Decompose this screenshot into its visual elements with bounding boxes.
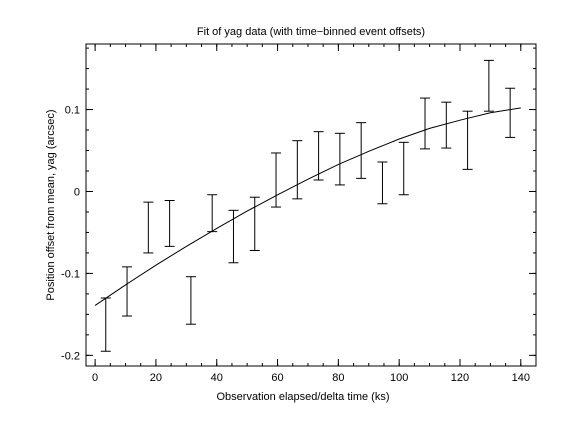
errorbar bbox=[313, 131, 324, 181]
y-tick-label: 0.1 bbox=[65, 105, 80, 117]
errorbar bbox=[420, 97, 431, 150]
y-tick-label: -0.1 bbox=[61, 268, 80, 280]
errorbar bbox=[441, 101, 452, 149]
errorbar bbox=[462, 110, 473, 170]
errorbar bbox=[164, 199, 175, 247]
errorbar bbox=[483, 59, 494, 112]
y-axis-label: Position offset from mean, yag (arcsec) bbox=[45, 109, 57, 300]
errorbar bbox=[271, 152, 282, 208]
x-tick-label: 140 bbox=[512, 372, 530, 384]
errorbar bbox=[207, 194, 218, 233]
errorbar bbox=[228, 209, 239, 264]
errorbar bbox=[143, 201, 154, 254]
plot-frame bbox=[85, 43, 537, 367]
errorbar bbox=[185, 276, 196, 325]
errorbar bbox=[505, 87, 516, 138]
errorbar bbox=[292, 140, 303, 200]
errorbar bbox=[356, 122, 367, 179]
x-tick-label: 20 bbox=[150, 372, 162, 384]
x-tick-label: 60 bbox=[271, 372, 283, 384]
errorbar-series bbox=[100, 59, 516, 352]
errorbar bbox=[100, 297, 111, 352]
chart-title: Fit of yag data (with time−binned event … bbox=[197, 26, 425, 38]
x-tick-label: 0 bbox=[92, 372, 98, 384]
y-tick-label: -0.2 bbox=[61, 350, 80, 362]
errorbar bbox=[334, 132, 345, 186]
x-tick-label: 40 bbox=[211, 372, 223, 384]
x-tick-label: 80 bbox=[332, 372, 344, 384]
errorbar bbox=[377, 161, 388, 205]
x-axis-label: Observation elapsed/delta time (ks) bbox=[216, 391, 389, 403]
x-tick-label: 100 bbox=[390, 372, 408, 384]
fit-line bbox=[94, 107, 521, 306]
y-tick-label: 0 bbox=[74, 186, 80, 198]
errorbar bbox=[249, 196, 260, 251]
errorbar bbox=[122, 266, 133, 317]
x-tick-label: 120 bbox=[451, 372, 469, 384]
axis-ticks: 0 20 40 60 80 100 120 140 -0.2 -0.1 0 0.1 bbox=[61, 44, 537, 384]
errorbar bbox=[398, 141, 409, 196]
